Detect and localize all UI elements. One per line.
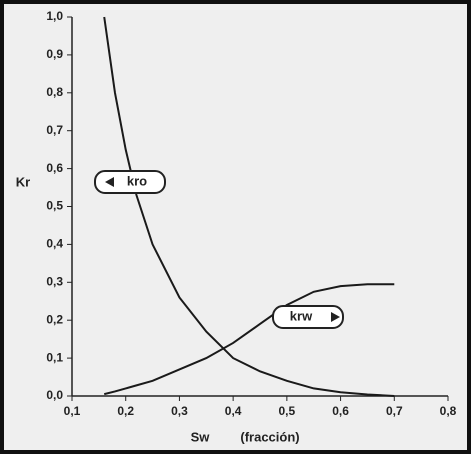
- x-axis-label: Sw: [191, 429, 211, 444]
- y-tick-label: 0,2: [46, 312, 63, 326]
- curve-label-box: [272, 305, 344, 329]
- series-line: [103, 283, 395, 396]
- x-tick-label: 0,2: [117, 404, 134, 418]
- series-line: [103, 16, 395, 397]
- curve-label-arrow: [105, 177, 114, 187]
- curve-label: krw: [290, 308, 313, 323]
- curve-label-arrow: [331, 312, 340, 322]
- y-tick-label: 0,3: [46, 274, 63, 288]
- curve-label: kro: [127, 173, 147, 188]
- y-tick-label: 0,8: [46, 85, 63, 99]
- x-tick-label: 0,1: [64, 404, 81, 418]
- y-tick-label: 0,4: [46, 237, 63, 251]
- y-tick-label: 0,9: [46, 47, 63, 61]
- x-tick-label: 0,3: [171, 404, 188, 418]
- y-tick-label: 0,0: [46, 388, 63, 402]
- x-tick-label: 0,4: [225, 404, 242, 418]
- y-tick-label: 0,7: [46, 123, 63, 137]
- y-axis-label: Kr: [16, 174, 30, 189]
- x-tick-label: 0,6: [332, 404, 349, 418]
- y-tick-label: 0,6: [46, 161, 63, 175]
- curve-label-box: [94, 170, 166, 194]
- x-tick-label: 0,8: [440, 404, 457, 418]
- x-tick-label: 0,5: [279, 404, 296, 418]
- y-tick-label: 1,0: [46, 9, 63, 23]
- x-tick-label: 0,7: [386, 404, 403, 418]
- y-tick-label: 0,1: [46, 350, 63, 364]
- x-axis-note: (fracción): [240, 429, 299, 444]
- y-tick-label: 0,5: [46, 199, 63, 213]
